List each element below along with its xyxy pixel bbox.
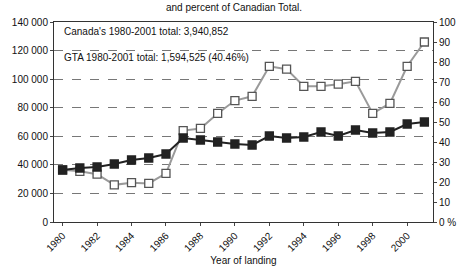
svg-text:Year of landing: Year of landing xyxy=(210,255,276,266)
svg-text:1998: 1998 xyxy=(354,230,378,254)
svg-text:Canada's 1980-2001 total: 3,94: Canada's 1980-2001 total: 3,940,852 xyxy=(64,26,229,37)
svg-text:2000: 2000 xyxy=(389,230,413,254)
svg-text:30: 30 xyxy=(439,157,451,168)
svg-text:60: 60 xyxy=(439,97,451,108)
svg-text:and percent of Canadian Total.: and percent of Canadian Total. xyxy=(166,2,302,13)
svg-text:120 000: 120 000 xyxy=(12,45,49,56)
svg-text:1988: 1988 xyxy=(182,230,206,254)
svg-text:1994: 1994 xyxy=(285,230,309,254)
svg-text:40: 40 xyxy=(439,137,451,148)
svg-text:100: 100 xyxy=(439,17,456,28)
svg-text:0 %: 0 % xyxy=(439,217,456,228)
svg-text:40 000: 40 000 xyxy=(17,159,48,170)
svg-text:140 000: 140 000 xyxy=(12,17,49,28)
svg-text:1984: 1984 xyxy=(113,230,137,254)
svg-text:0: 0 xyxy=(42,217,48,228)
svg-text:20: 20 xyxy=(439,177,451,188)
svg-text:20 000: 20 000 xyxy=(17,188,48,199)
svg-text:1982: 1982 xyxy=(79,230,103,254)
svg-text:60 000: 60 000 xyxy=(17,131,48,142)
svg-text:1996: 1996 xyxy=(320,230,344,254)
svg-text:1980: 1980 xyxy=(44,230,68,254)
svg-text:80 000: 80 000 xyxy=(17,102,48,113)
svg-text:50: 50 xyxy=(439,117,451,128)
svg-text:100 000: 100 000 xyxy=(12,74,49,85)
svg-text:1992: 1992 xyxy=(251,230,275,254)
svg-text:90: 90 xyxy=(439,37,451,48)
svg-text:70: 70 xyxy=(439,77,451,88)
svg-text:10: 10 xyxy=(439,197,451,208)
svg-text:80: 80 xyxy=(439,57,451,68)
svg-text:1986: 1986 xyxy=(147,230,171,254)
svg-text:GTA 1980-2001 total: 1,594,525: GTA 1980-2001 total: 1,594,525 (40.46%) xyxy=(64,52,249,63)
svg-text:1990: 1990 xyxy=(216,230,240,254)
